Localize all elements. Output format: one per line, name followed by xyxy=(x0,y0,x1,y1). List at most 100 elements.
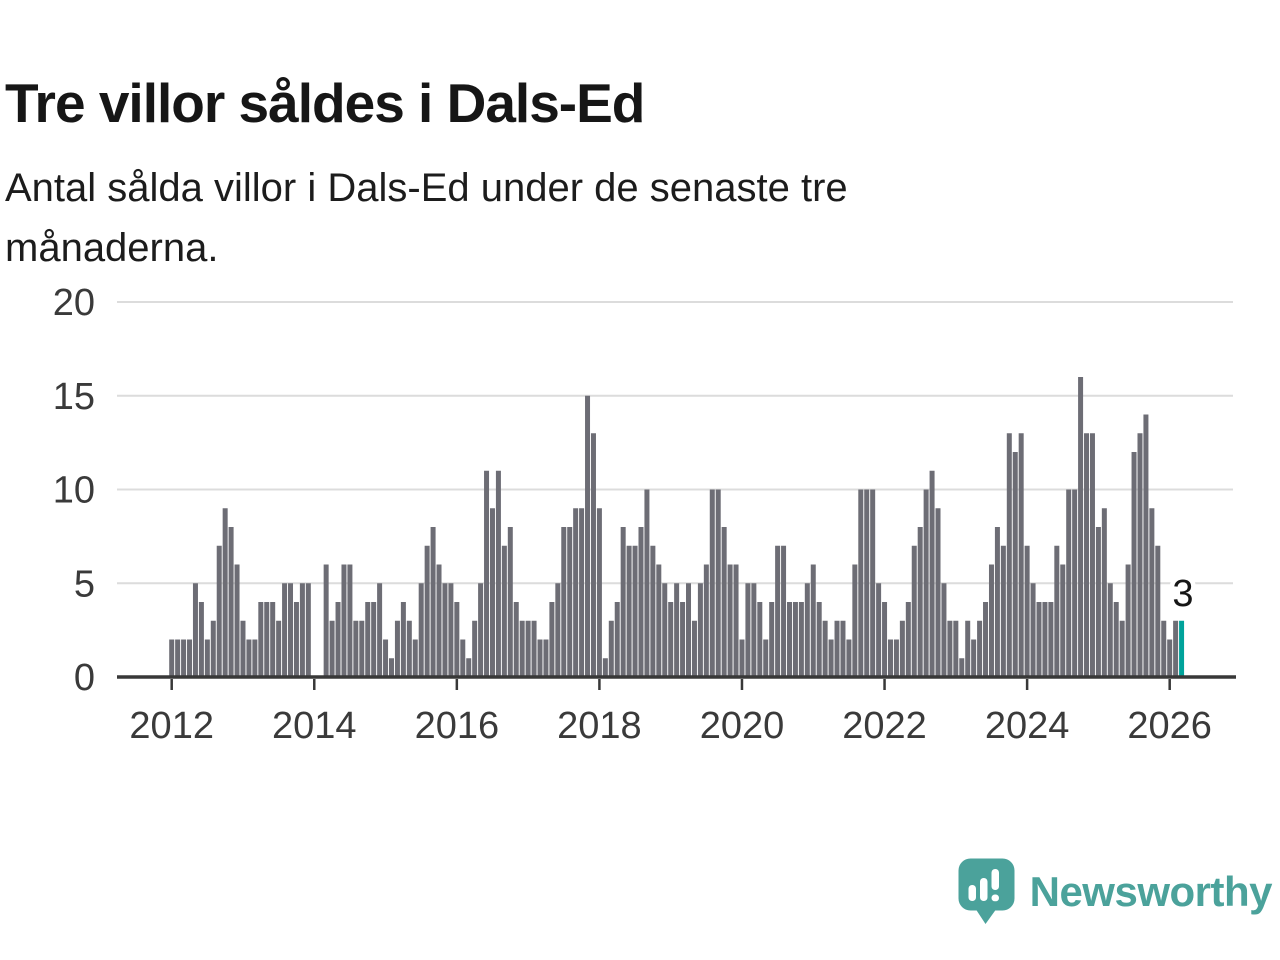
bar-2020-12 xyxy=(804,583,810,677)
bar-2019-09 xyxy=(715,489,721,677)
bar-2013-05 xyxy=(264,602,270,677)
bar-2012-08 xyxy=(210,620,216,677)
bar-2020-09 xyxy=(787,602,792,677)
y-tick-label-20: 20 xyxy=(53,282,95,324)
bar-2020-01 xyxy=(739,639,745,677)
bar-2019-10 xyxy=(721,527,727,677)
bar-2015-09 xyxy=(430,527,436,677)
bar-2016-02 xyxy=(460,639,466,677)
bar-2026-01 xyxy=(1167,639,1173,677)
x-tick-label-2016: 2016 xyxy=(415,705,500,747)
bar-2022-01 xyxy=(882,602,888,677)
bar-2022-08 xyxy=(923,489,929,677)
bar-2019-02 xyxy=(674,583,680,677)
bar-2016-12 xyxy=(519,620,525,677)
bar-2014-04 xyxy=(329,620,335,677)
bar-2021-08 xyxy=(852,564,858,677)
bar-2023-11 xyxy=(1012,452,1018,677)
bar-2024-06 xyxy=(1054,545,1060,677)
bar-2023-10 xyxy=(1006,433,1012,677)
bar-2019-08 xyxy=(709,489,715,677)
bar-2022-06 xyxy=(911,545,917,677)
bar-2013-12 xyxy=(305,583,311,677)
bar-2022-04 xyxy=(899,620,905,677)
bar-2016-01 xyxy=(454,602,460,677)
bar-2017-07 xyxy=(561,527,567,677)
bar-2025-02 xyxy=(1101,508,1107,677)
bar-2026-02 xyxy=(1173,620,1179,677)
bar-2022-07 xyxy=(917,527,923,677)
bar-2013-10 xyxy=(293,602,299,677)
bar-2020-07 xyxy=(775,545,781,677)
bar-2017-12 xyxy=(590,433,596,677)
x-tick-label-2022: 2022 xyxy=(842,705,927,747)
bar-2012-06 xyxy=(198,602,204,677)
bar-2017-02 xyxy=(531,620,537,677)
bar-2013-04 xyxy=(258,602,264,677)
x-tick-label-2026: 2026 xyxy=(1127,705,1212,747)
bar-2021-09 xyxy=(858,489,864,677)
logo-bubble-tail xyxy=(974,908,997,924)
subtitle-line-2: månaderna. xyxy=(5,226,219,270)
bar-2023-06 xyxy=(983,602,989,677)
bar-2021-02 xyxy=(816,602,822,677)
bar-2014-07 xyxy=(347,564,353,677)
bar-2014-12 xyxy=(377,583,383,677)
bar-2018-01 xyxy=(596,508,602,677)
sales-bar-chart: 2012 2014 2016 2018 2020 2022 2024 2026 0 5 10 15 20… xyxy=(0,270,1280,770)
bar-2019-06 xyxy=(697,583,703,677)
bar-2019-12 xyxy=(733,564,739,677)
bar-2020-02 xyxy=(745,583,751,677)
highlighted-bar-2026-03 xyxy=(1179,620,1185,677)
x-tick-label-2020: 2020 xyxy=(700,705,785,747)
bar-2024-12 xyxy=(1089,433,1095,677)
bar-2015-04 xyxy=(400,602,406,677)
highlight-value-label: 3 xyxy=(1172,573,1193,615)
bar-2023-03 xyxy=(965,620,971,677)
bar-2013-08 xyxy=(282,583,288,677)
y-tick-label-5: 5 xyxy=(74,563,95,605)
bar-2015-12 xyxy=(448,583,454,677)
bar-2020-03 xyxy=(751,583,757,677)
bar-2014-10 xyxy=(365,602,371,677)
bar-2020-11 xyxy=(798,602,804,677)
bar-2012-05 xyxy=(192,583,198,677)
bar-2022-09 xyxy=(929,470,935,677)
bar-2017-08 xyxy=(567,527,573,677)
bar-2016-03 xyxy=(466,658,472,677)
bar-2025-05 xyxy=(1119,620,1125,677)
bar-2021-12 xyxy=(876,583,882,677)
bar-2014-09 xyxy=(359,620,365,677)
page-title: Tre villor såldes i Dals-Ed xyxy=(5,71,645,134)
bar-2025-06 xyxy=(1125,564,1131,677)
bar-2022-10 xyxy=(935,508,941,677)
bar-2018-02 xyxy=(602,658,608,677)
logo-bar-short xyxy=(968,885,976,901)
bar-2021-11 xyxy=(870,489,876,677)
bar-2024-03 xyxy=(1036,602,1042,677)
bar-2014-08 xyxy=(353,620,359,677)
x-tick-label-2012: 2012 xyxy=(129,705,214,747)
x-tick-label-2024: 2024 xyxy=(985,705,1070,747)
bar-2019-01 xyxy=(668,602,674,677)
bar-2021-07 xyxy=(846,639,852,677)
bar-2015-02 xyxy=(388,658,394,677)
y-tick-label-10: 10 xyxy=(53,470,95,512)
brand-wordmark: Newsworthy xyxy=(1029,867,1273,915)
bar-2023-04 xyxy=(971,639,977,677)
bar-2017-09 xyxy=(573,508,579,677)
bar-2016-08 xyxy=(495,470,501,677)
bar-2025-01 xyxy=(1095,527,1101,677)
bar-2012-12 xyxy=(234,564,240,677)
bar-2018-08 xyxy=(638,527,644,677)
bar-2012-03 xyxy=(181,639,187,677)
bar-2023-08 xyxy=(994,527,1000,677)
bar-2015-06 xyxy=(412,639,418,677)
x-tick-label-2014: 2014 xyxy=(272,705,357,747)
bar-2025-07 xyxy=(1131,452,1137,677)
bar-2015-10 xyxy=(436,564,442,677)
bar-2018-05 xyxy=(620,527,626,677)
bar-2021-05 xyxy=(834,620,840,677)
bar-2025-08 xyxy=(1137,433,1143,677)
bar-2020-10 xyxy=(792,602,798,677)
